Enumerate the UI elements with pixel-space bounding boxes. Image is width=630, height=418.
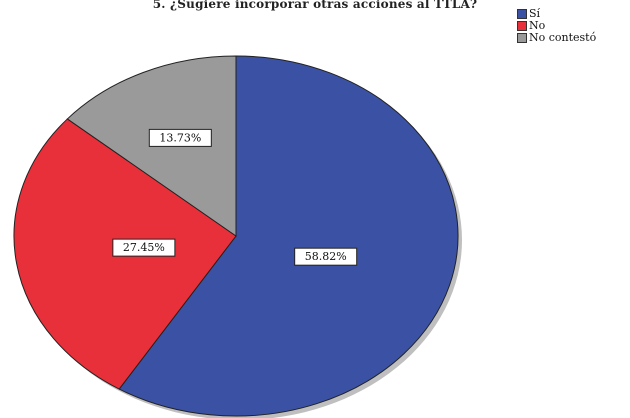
slice-label: 58.82% <box>294 247 358 266</box>
slice-label: 27.45% <box>112 238 176 257</box>
legend-item: No <box>517 20 596 32</box>
legend-label: No contestó <box>529 31 597 44</box>
legend-swatch <box>517 33 527 43</box>
legend-swatch <box>517 21 527 31</box>
slice-label: 13.73% <box>148 128 212 147</box>
legend: Sí No No contestó <box>517 8 596 44</box>
legend-label: Sí <box>529 7 541 20</box>
pie-slice <box>118 55 459 417</box>
slice-label-text: 58.82% <box>305 250 347 263</box>
chart-title: 5. ¿Sugiere incorporar otras acciones al… <box>152 0 478 11</box>
slice-label-box <box>148 128 212 147</box>
slice-label-text: 13.73% <box>159 131 201 144</box>
slice-label-box <box>112 238 176 257</box>
legend-item: No contestó <box>517 32 596 44</box>
legend-item: Sí <box>517 8 596 20</box>
slice-label-text: 27.45% <box>123 241 165 254</box>
legend-swatch <box>517 9 527 19</box>
slice-label-box <box>294 247 358 266</box>
legend-label: No <box>529 19 546 32</box>
